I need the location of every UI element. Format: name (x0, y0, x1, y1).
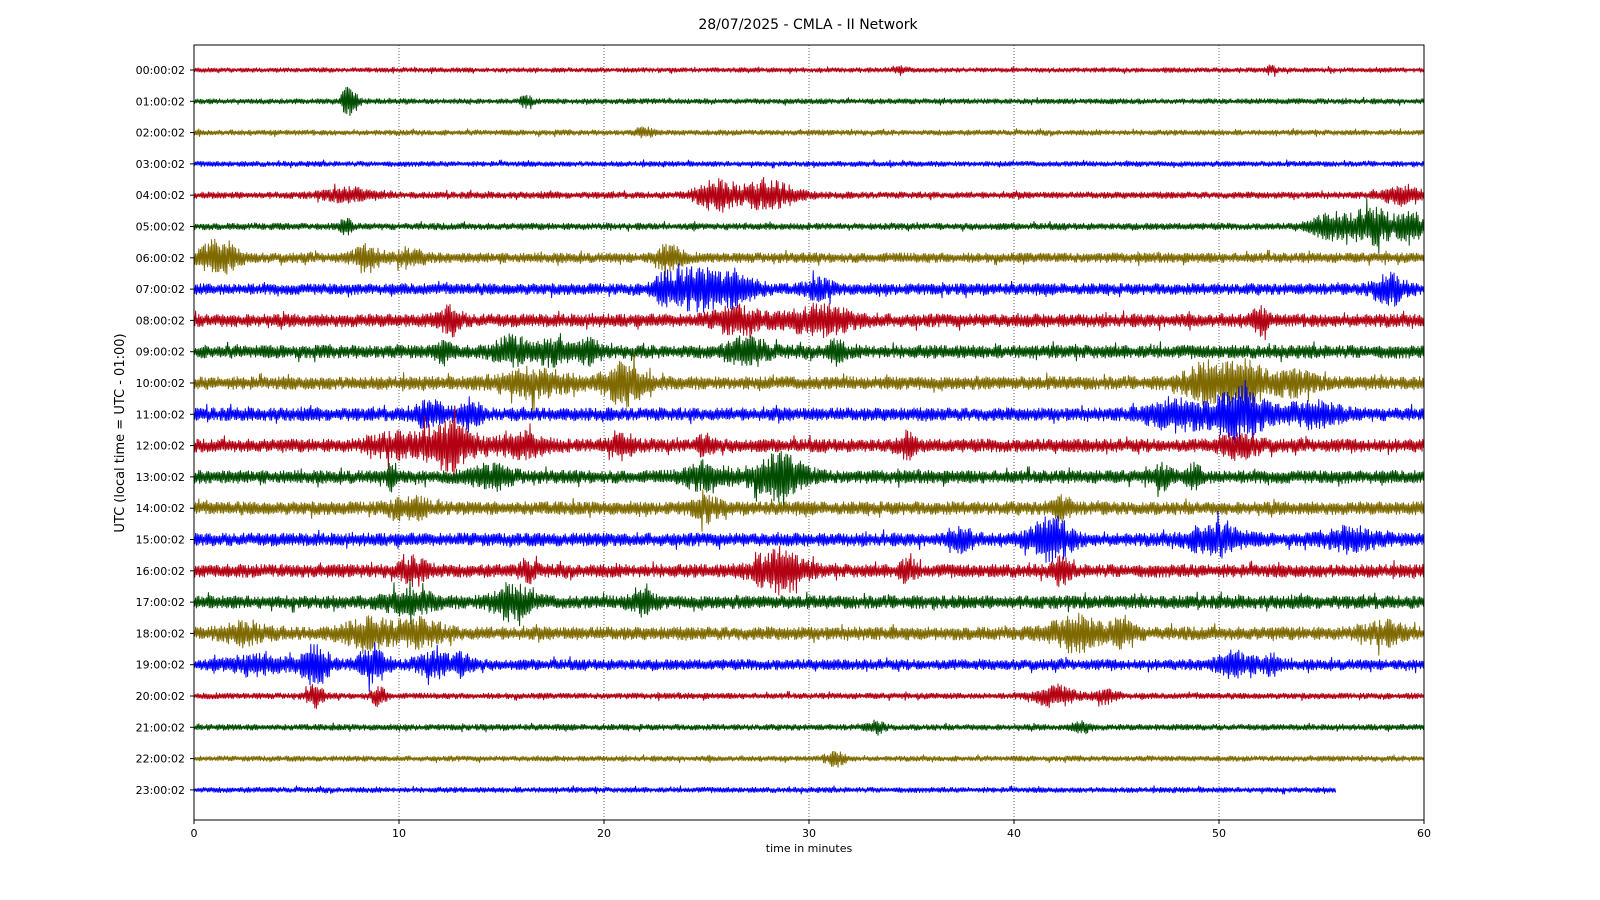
y-tick-label: 04:00:02 (136, 189, 185, 202)
trace-line (193, 350, 1425, 412)
y-tick-label: 18:00:02 (136, 627, 185, 640)
y-tick-label: 06:00:02 (136, 252, 185, 265)
trace-line (193, 198, 1425, 254)
y-tick-label: 16:00:02 (136, 565, 185, 578)
y-tick-label: 09:00:02 (136, 346, 185, 359)
trace-line (193, 64, 1425, 77)
y-tick-label: 02:00:02 (136, 127, 185, 140)
trace-line (193, 263, 1425, 313)
y-tick-label: 11:00:02 (136, 408, 185, 421)
y-tick-label: 21:00:02 (136, 721, 185, 734)
trace-line (193, 641, 1425, 692)
trace-line (193, 545, 1425, 596)
trace-line (193, 450, 1425, 511)
x-tick-label: 40 (1007, 827, 1021, 840)
y-tick-label: 01:00:02 (136, 95, 185, 108)
plot-frame (193, 44, 1425, 821)
trace-line (193, 159, 1425, 169)
x-tick-label: 30 (802, 827, 816, 840)
y-tick-label: 08:00:02 (136, 314, 185, 327)
trace-line (193, 719, 1425, 736)
y-tick-label: 13:00:02 (136, 471, 185, 484)
x-tick-label: 20 (597, 827, 611, 840)
y-tick-label: 15:00:02 (136, 534, 185, 547)
trace-line (193, 126, 1425, 139)
trace-line (193, 302, 1425, 341)
trace-line (193, 683, 1425, 709)
x-tick-label: 0 (191, 827, 198, 840)
trace-line (193, 405, 1425, 483)
y-tick-label: 20:00:02 (136, 690, 185, 703)
trace-line (193, 750, 1425, 768)
trace-line (193, 510, 1425, 563)
y-tick-label: 00:00:02 (136, 64, 185, 77)
trace-line (193, 489, 1425, 532)
y-tick-label: 05:00:02 (136, 221, 185, 234)
chart-title: 28/07/2025 - CMLA - II Network (698, 17, 918, 33)
trace-line (193, 86, 1425, 116)
seismic-traces (193, 64, 1425, 795)
trace-line (193, 238, 1425, 284)
vertical-grid (398, 45, 1220, 820)
y-tick-label: 10:00:02 (136, 377, 185, 390)
x-axis-label: time in minutes (766, 842, 853, 855)
y-tick-label: 14:00:02 (136, 502, 185, 515)
x-axis-ticks: 0 10 20 30 40 50 60 (191, 820, 1431, 840)
y-tick-label: 19:00:02 (136, 659, 185, 672)
trace-line (193, 785, 1337, 795)
y-tick-label: 23:00:02 (136, 784, 185, 797)
y-axis-ticks: 00:00:02 01:00:02 02:00:02 03:00:02 04:00:02… (136, 64, 194, 797)
trace-line (193, 333, 1425, 368)
y-tick-label: 22:00:02 (136, 753, 185, 766)
y-tick-label: 17:00:02 (136, 596, 185, 609)
x-tick-label: 60 (1417, 827, 1431, 840)
x-tick-label: 50 (1212, 827, 1226, 840)
y-axis-label: UTC (local time = UTC - 01:00) (113, 333, 128, 532)
trace-line (193, 612, 1425, 656)
trace-line (193, 579, 1425, 627)
y-tick-label: 12:00:02 (136, 440, 185, 453)
y-tick-label: 07:00:02 (136, 283, 185, 296)
y-tick-label: 03:00:02 (136, 158, 185, 171)
x-tick-label: 10 (392, 827, 406, 840)
trace-line (193, 177, 1425, 213)
trace-line (193, 379, 1425, 444)
